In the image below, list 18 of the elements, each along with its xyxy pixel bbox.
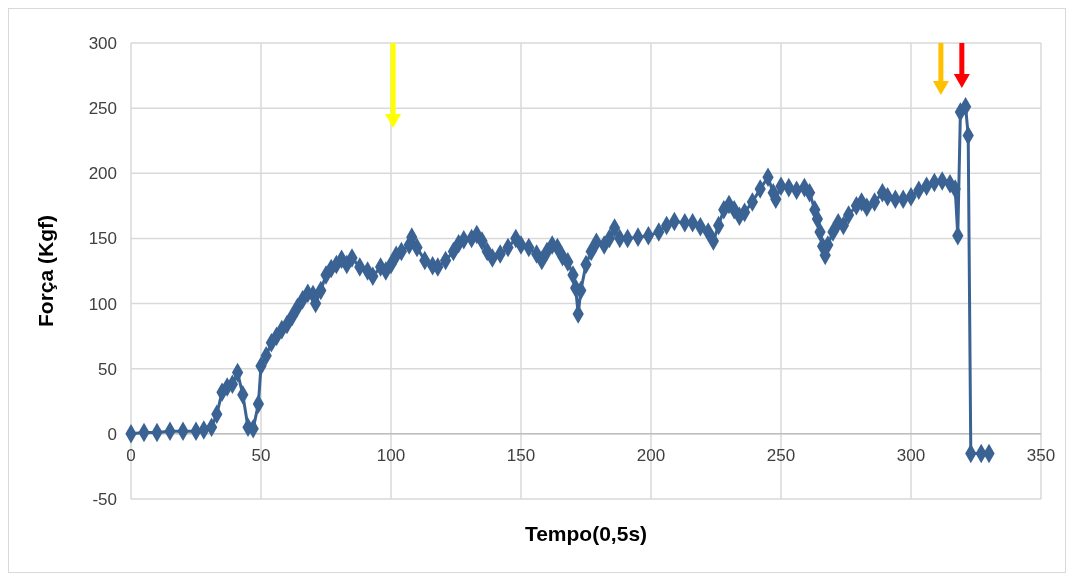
- x-tick-label: 200: [636, 445, 666, 465]
- x-tick-label: 250: [766, 445, 796, 465]
- x-tick-label: 150: [506, 445, 536, 465]
- y-tick-label: 200: [88, 164, 117, 184]
- x-tick-label: 350: [1026, 445, 1056, 465]
- x-tick-label: 300: [896, 445, 926, 465]
- y-tick-label: 0: [107, 424, 117, 444]
- x-tick-label: 50: [251, 445, 271, 465]
- x-tick-label: 0: [126, 445, 136, 465]
- y-tick-label: 150: [88, 229, 117, 249]
- y-tick-label: 100: [88, 294, 117, 314]
- y-axis-title: Força (Kgf): [34, 215, 57, 327]
- y-tick-label: 50: [98, 359, 117, 379]
- y-tick-label: 300: [88, 33, 117, 53]
- x-tick-label: 100: [376, 445, 406, 465]
- x-axis-title: Tempo(0,5s): [524, 522, 648, 545]
- y-tick-label: 250: [88, 99, 117, 119]
- y-tick-label: -50: [92, 489, 117, 509]
